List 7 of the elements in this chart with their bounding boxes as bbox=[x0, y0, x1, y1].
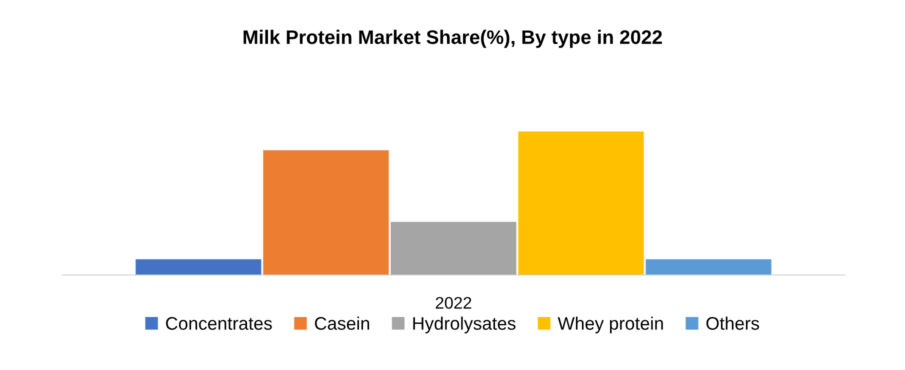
chart-title: Milk Protein Market Share(%), By type in 2022 bbox=[244, 30, 662, 48]
legend-label: Casein bbox=[314, 316, 370, 330]
legend-label: Hydrolysates bbox=[413, 316, 516, 334]
x-axis-title: 2022 bbox=[436, 296, 472, 309]
legend-label: Whey protein bbox=[558, 316, 663, 334]
legend-label: Others bbox=[706, 316, 760, 330]
legend-label: Concentrates bbox=[166, 317, 272, 330]
